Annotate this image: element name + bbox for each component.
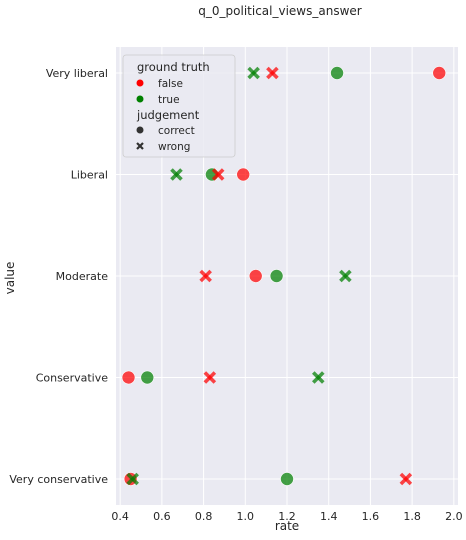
x-tick-label: 0.4 bbox=[111, 510, 129, 523]
point-very-conservative-true-correct bbox=[280, 472, 294, 486]
y-tick-label: Very conservative bbox=[9, 473, 108, 486]
point-very-liberal-true-correct bbox=[330, 66, 344, 80]
x-tick-label: 1.0 bbox=[237, 510, 255, 523]
point-moderate-false-wrong bbox=[199, 269, 212, 283]
legend-label-false: false bbox=[158, 78, 183, 90]
point-liberal-false-correct bbox=[236, 167, 251, 182]
x-axis-label: rate bbox=[275, 519, 299, 533]
y-tick-label: Very liberal bbox=[46, 67, 108, 80]
point-very-conservative-true-wrong bbox=[126, 472, 139, 486]
x-tick-label: 1.2 bbox=[278, 510, 296, 523]
y-tick-label: Moderate bbox=[56, 270, 109, 283]
legend-label-true: true bbox=[158, 94, 180, 106]
x-tick-label: 0.8 bbox=[195, 510, 213, 523]
y-tick-label: Conservative bbox=[36, 372, 109, 385]
point-moderate-true-wrong bbox=[339, 269, 352, 283]
data-points bbox=[121, 66, 447, 486]
legend-title-ground-truth: ground truth bbox=[137, 60, 210, 74]
point-conservative-false-wrong bbox=[203, 371, 217, 384]
legend-box bbox=[122, 54, 236, 158]
point-conservative-false-correct bbox=[121, 370, 136, 385]
legend-marker-correct bbox=[136, 126, 144, 134]
x-tick-label: 2.0 bbox=[445, 510, 463, 523]
legend: ground truth false true judgement correc… bbox=[122, 54, 236, 158]
point-very-liberal-false-correct bbox=[432, 66, 447, 80]
legend-label-correct: correct bbox=[158, 125, 195, 137]
y-tick-labels: Very liberal Liberal Moderate Conservative V… bbox=[9, 67, 108, 486]
legend-marker-true bbox=[136, 95, 144, 103]
legend-marker-wrong bbox=[136, 142, 144, 150]
legend-label-wrong: wrong bbox=[158, 141, 190, 153]
x-tick-labels: 0.4 0.6 0.8 1.0 1.2 1.4 1.6 1.8 2.0 bbox=[111, 510, 462, 523]
y-axis-label: value bbox=[3, 262, 17, 295]
legend-marker-false bbox=[136, 79, 144, 87]
point-very-conservative-false-wrong bbox=[399, 472, 413, 486]
x-tick-label: 1.8 bbox=[403, 510, 421, 523]
point-conservative-true-correct bbox=[140, 370, 155, 385]
x-tick-label: 1.4 bbox=[320, 510, 338, 523]
point-moderate-false-correct bbox=[248, 269, 263, 283]
point-liberal-true-wrong bbox=[170, 168, 183, 181]
legend-title-judgement: judgement bbox=[136, 108, 200, 122]
point-liberal-false-wrong bbox=[211, 168, 225, 181]
point-very-liberal-true-wrong bbox=[247, 66, 260, 80]
x-tick-label: 0.6 bbox=[153, 510, 171, 523]
y-tick-label: Liberal bbox=[71, 169, 108, 182]
x-tick-label: 1.6 bbox=[362, 510, 380, 523]
point-very-liberal-false-wrong bbox=[266, 66, 279, 80]
point-conservative-true-wrong bbox=[312, 371, 325, 384]
chart-title: q_0_political_views_answer bbox=[198, 4, 361, 18]
point-moderate-true-correct bbox=[269, 269, 284, 283]
